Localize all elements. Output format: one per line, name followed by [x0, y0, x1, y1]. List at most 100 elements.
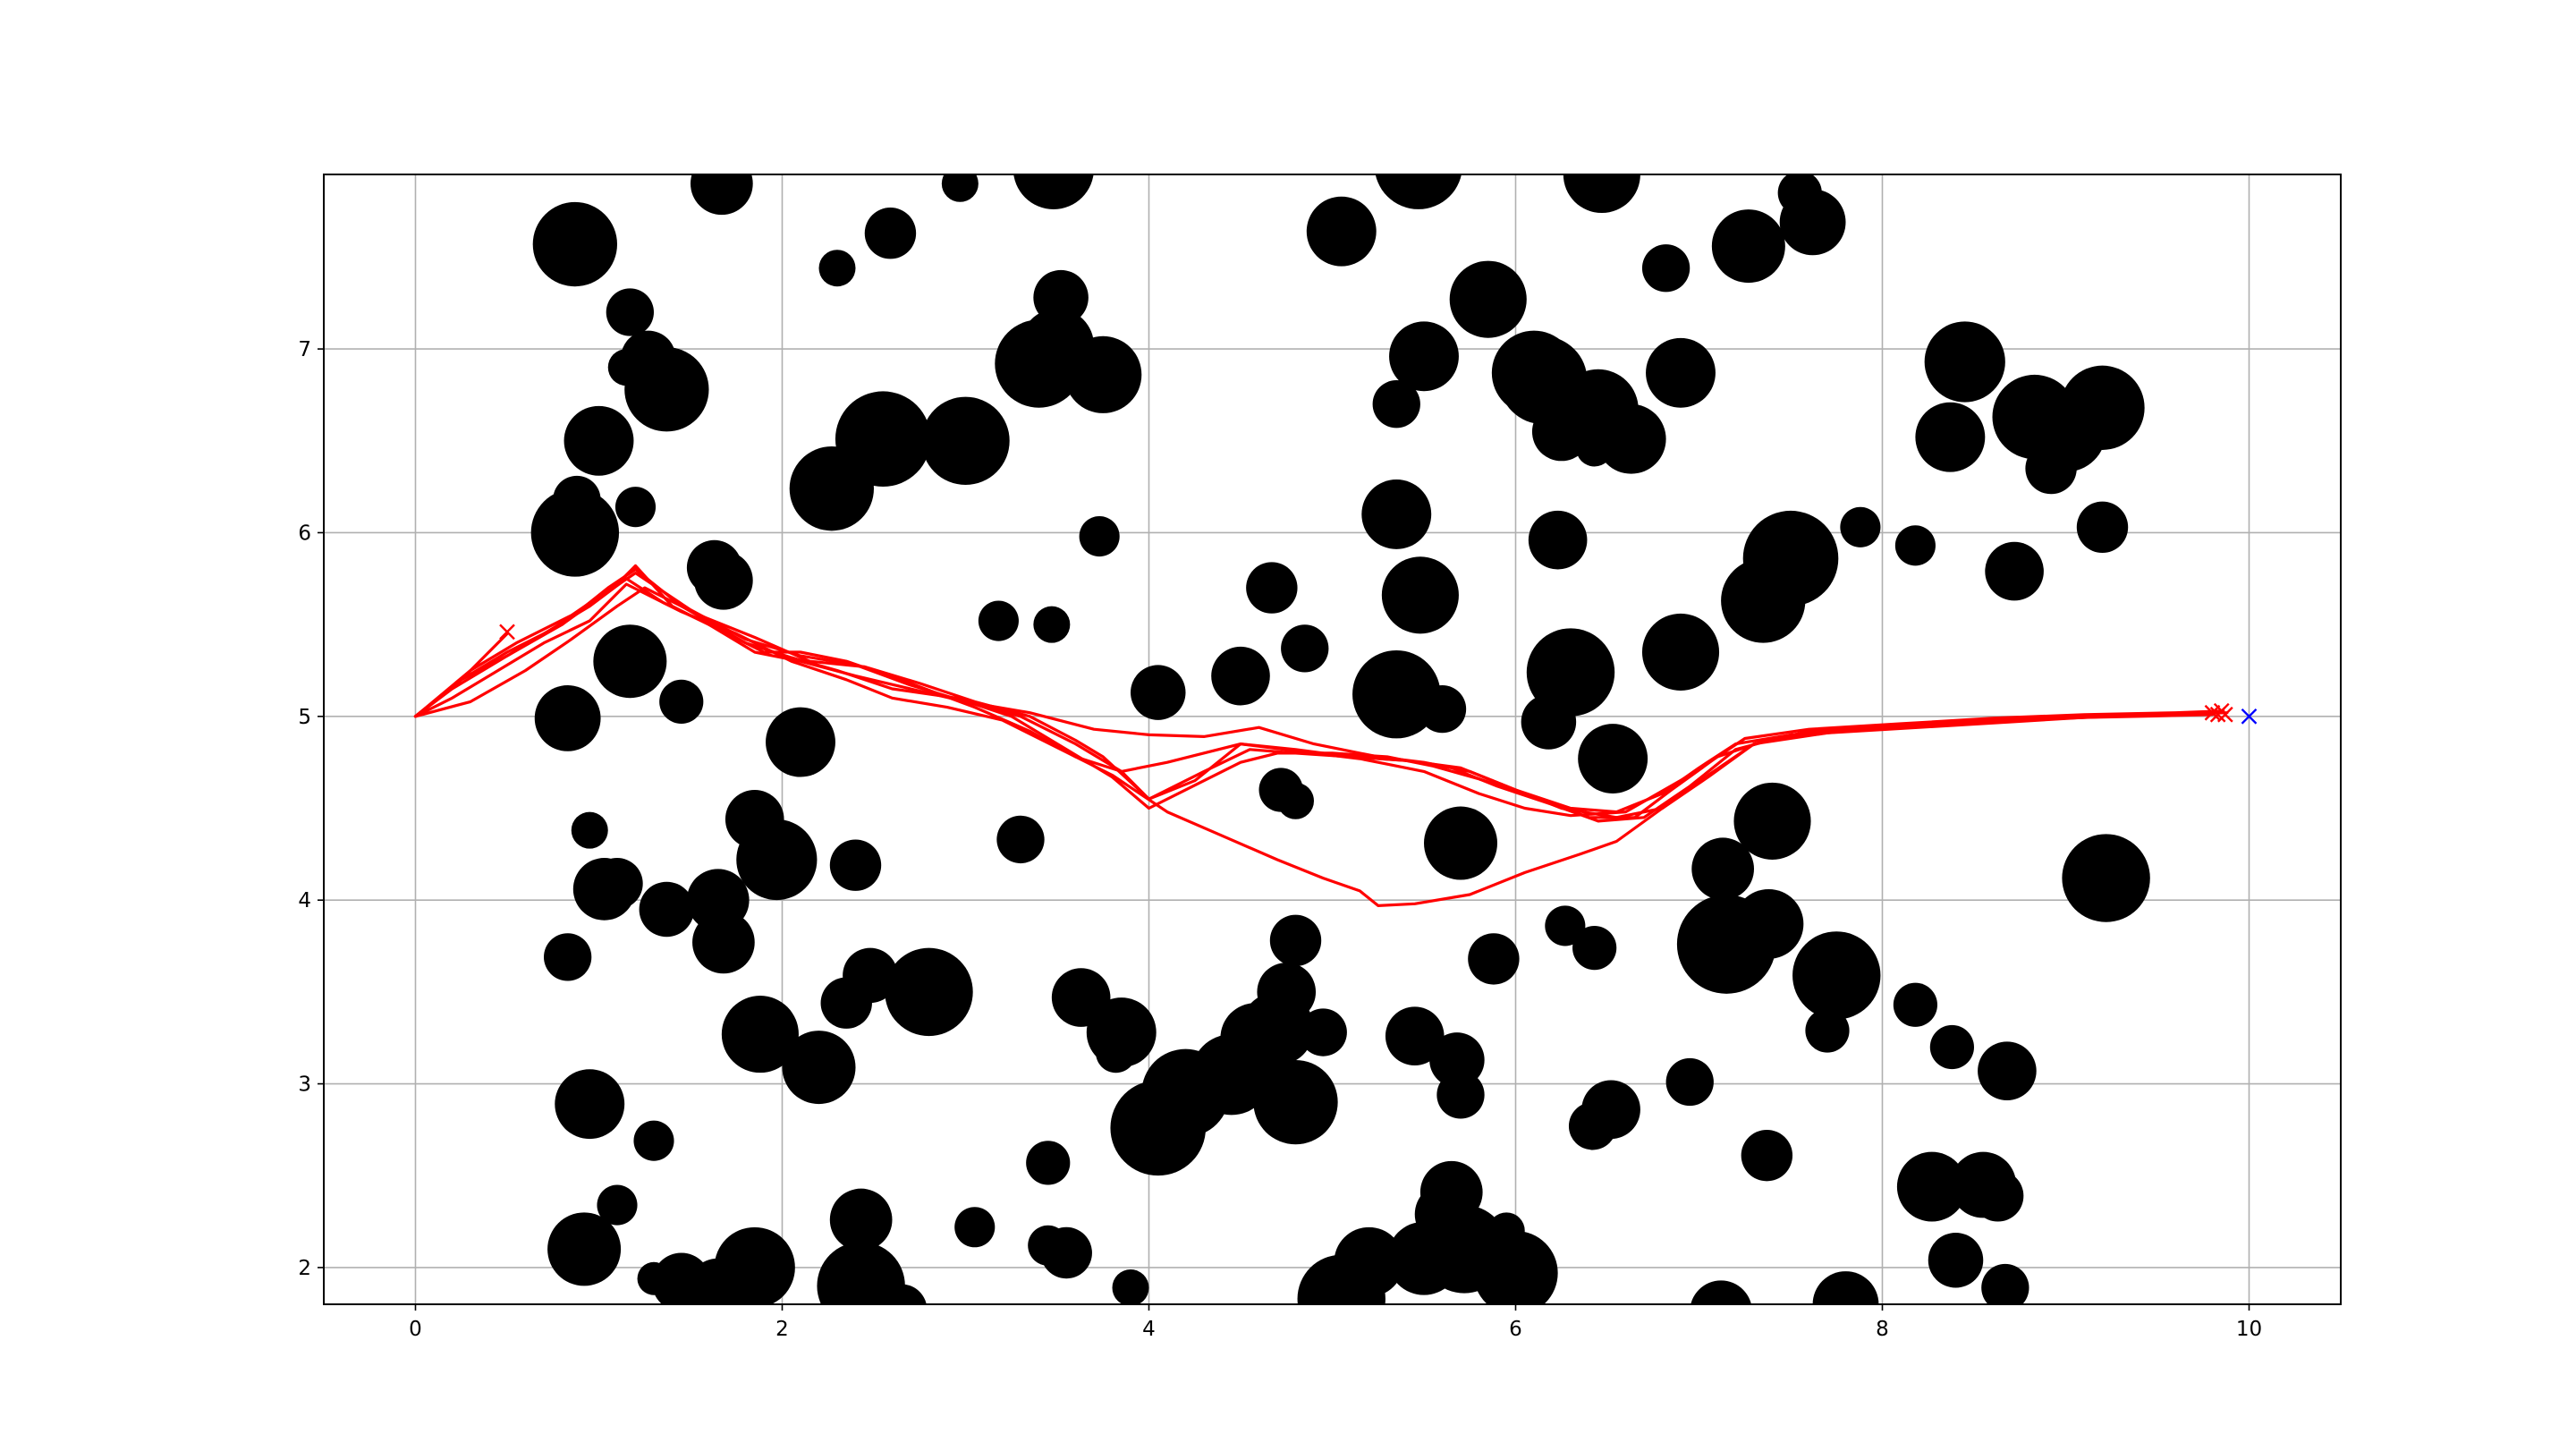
obstacle-circle [1306, 196, 1377, 267]
obstacle-circle [1526, 628, 1615, 717]
obstacle-circle [766, 707, 835, 777]
obstacle-circle [1040, 1226, 1092, 1279]
path-end-marker [499, 624, 515, 641]
obstacle-circle [1449, 260, 1527, 338]
obstacle-circle [782, 1031, 856, 1105]
obstacle-circle [835, 391, 931, 488]
obstacle-circle [1211, 646, 1270, 706]
obstacle-circle [1840, 506, 1881, 547]
obstacle-circle [1805, 1008, 1850, 1053]
y-tick-label: 5 [298, 706, 311, 729]
obstacle-circle [1375, 174, 1462, 209]
obstacle-circle [1981, 1263, 2029, 1304]
path-line [413, 577, 2224, 814]
path-line [413, 586, 2218, 823]
y-tick-label: 4 [298, 889, 311, 912]
obstacle-circle [1915, 402, 1986, 472]
path-end-marker [2217, 706, 2233, 723]
obstacle-circle [593, 624, 667, 699]
obstacle-circle [1436, 1071, 1485, 1119]
obstacle-circle [1646, 337, 1716, 408]
obstacle-circle [1741, 1129, 1793, 1182]
x-axis-ticks: 0 2 4 6 8 10 [409, 1304, 2262, 1341]
obstacle-circle [1777, 174, 1822, 216]
obstacle-circle [1581, 1080, 1640, 1140]
obstacle-circle [829, 839, 882, 891]
obstacle-circle [1253, 1059, 1338, 1145]
obstacle-circle [597, 1184, 638, 1226]
obstacle-circle [1246, 562, 1298, 614]
obstacle-circle [820, 977, 872, 1029]
obstacle-circle [736, 819, 818, 901]
obstacle-circle [1389, 321, 1459, 392]
obstacle-circle [1792, 931, 1881, 1020]
obstacle-circle [1297, 1254, 1385, 1304]
obstacle-circle [1064, 335, 1142, 413]
obstacle-circle [1110, 1080, 1207, 1176]
obstacle-circle [1924, 321, 2005, 403]
markers [499, 624, 2258, 725]
path-line [413, 571, 2224, 819]
obstacle-circle [876, 1284, 927, 1304]
obstacle-circle [2076, 501, 2129, 554]
path-line [413, 632, 509, 718]
obstacle-circle [1381, 556, 1459, 634]
obstacle-circle [714, 1226, 795, 1304]
x-tick-label: 8 [1876, 1318, 1889, 1341]
obstacle-circle [591, 858, 643, 910]
obstacle-circle [954, 1207, 996, 1248]
obstacle-circle [1424, 806, 1497, 880]
obstacle-circle [1641, 244, 1690, 293]
obstacle-circle [1985, 541, 2044, 601]
obstacle-circle [1572, 925, 1617, 971]
obstacle-circle [885, 947, 973, 1037]
obstacle-circle [1079, 516, 1120, 557]
obstacle-circle [694, 551, 753, 610]
paths [413, 564, 2229, 908]
obstacle-circle [1473, 1230, 1558, 1304]
obstacle-circle [818, 250, 856, 287]
obstacle-circle [2025, 442, 2077, 495]
obstacle-circle [1026, 1141, 1071, 1185]
y-tick-label: 2 [298, 1257, 311, 1280]
obstacle-circle [1277, 782, 1314, 819]
obstacle-circle [941, 174, 979, 202]
obstacle-circle [1013, 174, 1094, 209]
obstacle-circle [1521, 694, 1577, 750]
obstacle-circle [1928, 1232, 1984, 1288]
obstacle-circle [1711, 209, 1785, 284]
obstacle-circle [1641, 613, 1720, 692]
x-tick-label: 10 [2236, 1318, 2262, 1341]
x-tick-label: 2 [775, 1318, 789, 1341]
obstacle-circle [1929, 1024, 1974, 1070]
obstacle-circle [721, 996, 799, 1073]
y-tick-label: 3 [298, 1073, 311, 1097]
obstacle-circle [1096, 1032, 1137, 1073]
obstacle-circle [1387, 1221, 1461, 1295]
path-line [413, 582, 2229, 908]
obstacle-circle [1665, 1057, 1714, 1107]
obstacle-circle [1531, 402, 1591, 462]
y-tick-label: 7 [298, 338, 311, 361]
obstacle-circle [1971, 1170, 2024, 1222]
obstacle-circle [1418, 684, 1467, 734]
obstacle-circle [817, 1242, 905, 1304]
obstacle-circle [606, 288, 654, 336]
obstacle-circle [1033, 606, 1071, 643]
obstacle-circle [1733, 888, 1804, 959]
obstacle-circle [1690, 1280, 1751, 1304]
obstacle-circle [1299, 1008, 1347, 1056]
obstacle-circle [1742, 510, 1839, 607]
obstacle-circle [1578, 724, 1648, 794]
obstacle-circle [659, 679, 704, 725]
obstacle-circle [624, 347, 709, 432]
obstacle-circle [639, 881, 695, 938]
obstacle-circle [1563, 174, 1640, 214]
obstacles [530, 174, 2150, 1304]
obstacle-circle [921, 396, 1010, 485]
obstacle-circle [544, 933, 592, 981]
obstacle-circle [1385, 1006, 1445, 1065]
obstacle-circle [2060, 365, 2145, 450]
obstacle-circle [691, 174, 753, 216]
obstacle-circle [1893, 982, 1937, 1027]
